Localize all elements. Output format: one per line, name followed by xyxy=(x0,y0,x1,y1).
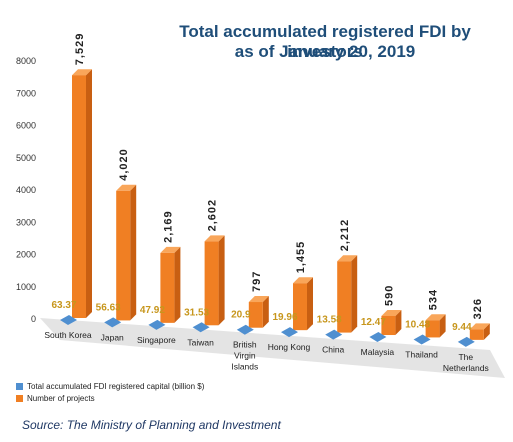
category-label: Virgin xyxy=(234,351,256,361)
bar-projects xyxy=(248,302,263,328)
marker-capital xyxy=(413,334,431,345)
bar-side-projects xyxy=(218,235,225,326)
data-label-projects: 2,212 xyxy=(339,219,351,252)
bar-projects xyxy=(72,75,86,318)
bar-side-projects xyxy=(439,314,446,338)
y-tick-label: 6000 xyxy=(16,121,36,131)
bar-projects xyxy=(204,241,219,326)
marker-capital xyxy=(457,336,475,347)
bar-side-projects xyxy=(130,184,137,321)
bar-projects xyxy=(337,261,352,333)
category-label: British xyxy=(233,340,257,350)
data-label-capital: 10.48 xyxy=(405,319,430,330)
data-label-capital: 20.9 xyxy=(231,310,251,321)
data-label-projects: 2,602 xyxy=(207,199,219,232)
data-label-capital: 56.63 xyxy=(96,302,121,313)
data-label-projects: 7,529 xyxy=(74,33,86,66)
data-label-projects: 2,169 xyxy=(162,210,174,243)
marker-capital xyxy=(281,327,298,338)
bar-top-projects xyxy=(293,277,313,284)
chart-title-line-1: Total accumulated registered FDI by inve… xyxy=(179,22,471,61)
legend-label-projects: Number of projects xyxy=(27,393,95,403)
data-label-capital: 63.37 xyxy=(51,300,76,311)
y-tick-label: 8000 xyxy=(16,56,36,66)
chart-floor xyxy=(40,318,505,378)
legend-swatch-capital xyxy=(16,382,23,390)
category-label: Taiwan xyxy=(187,337,214,347)
marker-capital xyxy=(104,317,122,328)
data-label-projects: 1,455 xyxy=(295,241,307,274)
marker-capital xyxy=(369,332,387,343)
y-tick-label: 5000 xyxy=(16,153,36,163)
y-tick-label: 4000 xyxy=(16,185,36,195)
marker-capital xyxy=(60,315,77,325)
bar-side-projects xyxy=(395,309,402,336)
legend-item-capital: Total accumulated FDI registered capital… xyxy=(16,380,204,392)
category-label: Japan xyxy=(101,332,124,342)
data-label-capital: 31.53 xyxy=(184,307,209,318)
category-label: The xyxy=(458,352,473,362)
bar-projects xyxy=(381,315,396,336)
y-tick-label: 3000 xyxy=(16,217,36,227)
bar-projects xyxy=(160,252,175,323)
chart-title-line-2: as of January 20, 2019 xyxy=(234,42,416,61)
bar-top-projects xyxy=(469,323,490,330)
category-label: Islands xyxy=(231,362,258,372)
bar-top-projects xyxy=(204,235,225,242)
data-label-capital: 47.92 xyxy=(140,305,165,316)
bar-top-projects xyxy=(381,309,402,316)
bar-top-projects xyxy=(337,255,358,262)
bar-projects xyxy=(425,320,440,338)
bar-side-projects xyxy=(86,69,92,318)
marker-capital xyxy=(192,322,210,333)
y-tick-label: 0 xyxy=(31,314,36,324)
bar-side-projects xyxy=(262,296,269,328)
data-label-projects: 4,020 xyxy=(118,148,130,181)
category-label: Thailand xyxy=(405,349,438,359)
category-label: Malaysia xyxy=(361,347,395,357)
y-tick-label: 1000 xyxy=(16,282,36,292)
bar-side-projects xyxy=(307,277,313,331)
category-label: China xyxy=(322,345,344,355)
bar-top-projects xyxy=(72,69,92,76)
y-tick-label: 2000 xyxy=(16,250,36,260)
bar-projects xyxy=(116,190,131,321)
category-label: Hong Kong xyxy=(268,342,311,352)
marker-capital xyxy=(236,324,254,335)
marker-capital xyxy=(148,319,166,330)
legend-label-capital: Total accumulated FDI registered capital… xyxy=(27,381,205,391)
legend-swatch-projects xyxy=(16,394,23,402)
bar-side-projects xyxy=(174,246,181,323)
data-label-projects: 326 xyxy=(472,298,484,319)
category-label: Singapore xyxy=(137,335,176,345)
bar-top-projects xyxy=(116,184,137,191)
bar-side-projects xyxy=(351,255,358,333)
bar-projects xyxy=(293,283,307,331)
source-note: Source: The Ministry of Planning and Inv… xyxy=(22,418,281,432)
legend-item-projects: Number of projects xyxy=(16,392,204,404)
bar-top-projects xyxy=(425,314,446,321)
y-tick-label: 7000 xyxy=(16,88,36,98)
data-label-projects: 797 xyxy=(251,271,263,292)
data-label-projects: 534 xyxy=(428,289,440,310)
category-label: Netherlands xyxy=(443,363,489,373)
category-label: South Korea xyxy=(44,330,92,340)
bar-top-projects xyxy=(248,296,269,303)
data-label-projects: 590 xyxy=(383,285,395,306)
bar-side-projects xyxy=(483,323,490,340)
data-label-capital: 13.58 xyxy=(317,315,342,326)
data-label-capital: 12.47 xyxy=(361,317,386,328)
data-label-capital: 9.44 xyxy=(452,322,472,333)
bar-top-projects xyxy=(160,246,181,253)
data-label-capital: 19.96 xyxy=(272,312,297,323)
marker-capital xyxy=(325,329,343,340)
bar-projects xyxy=(469,329,484,340)
legend: Total accumulated FDI registered capital… xyxy=(16,380,204,404)
